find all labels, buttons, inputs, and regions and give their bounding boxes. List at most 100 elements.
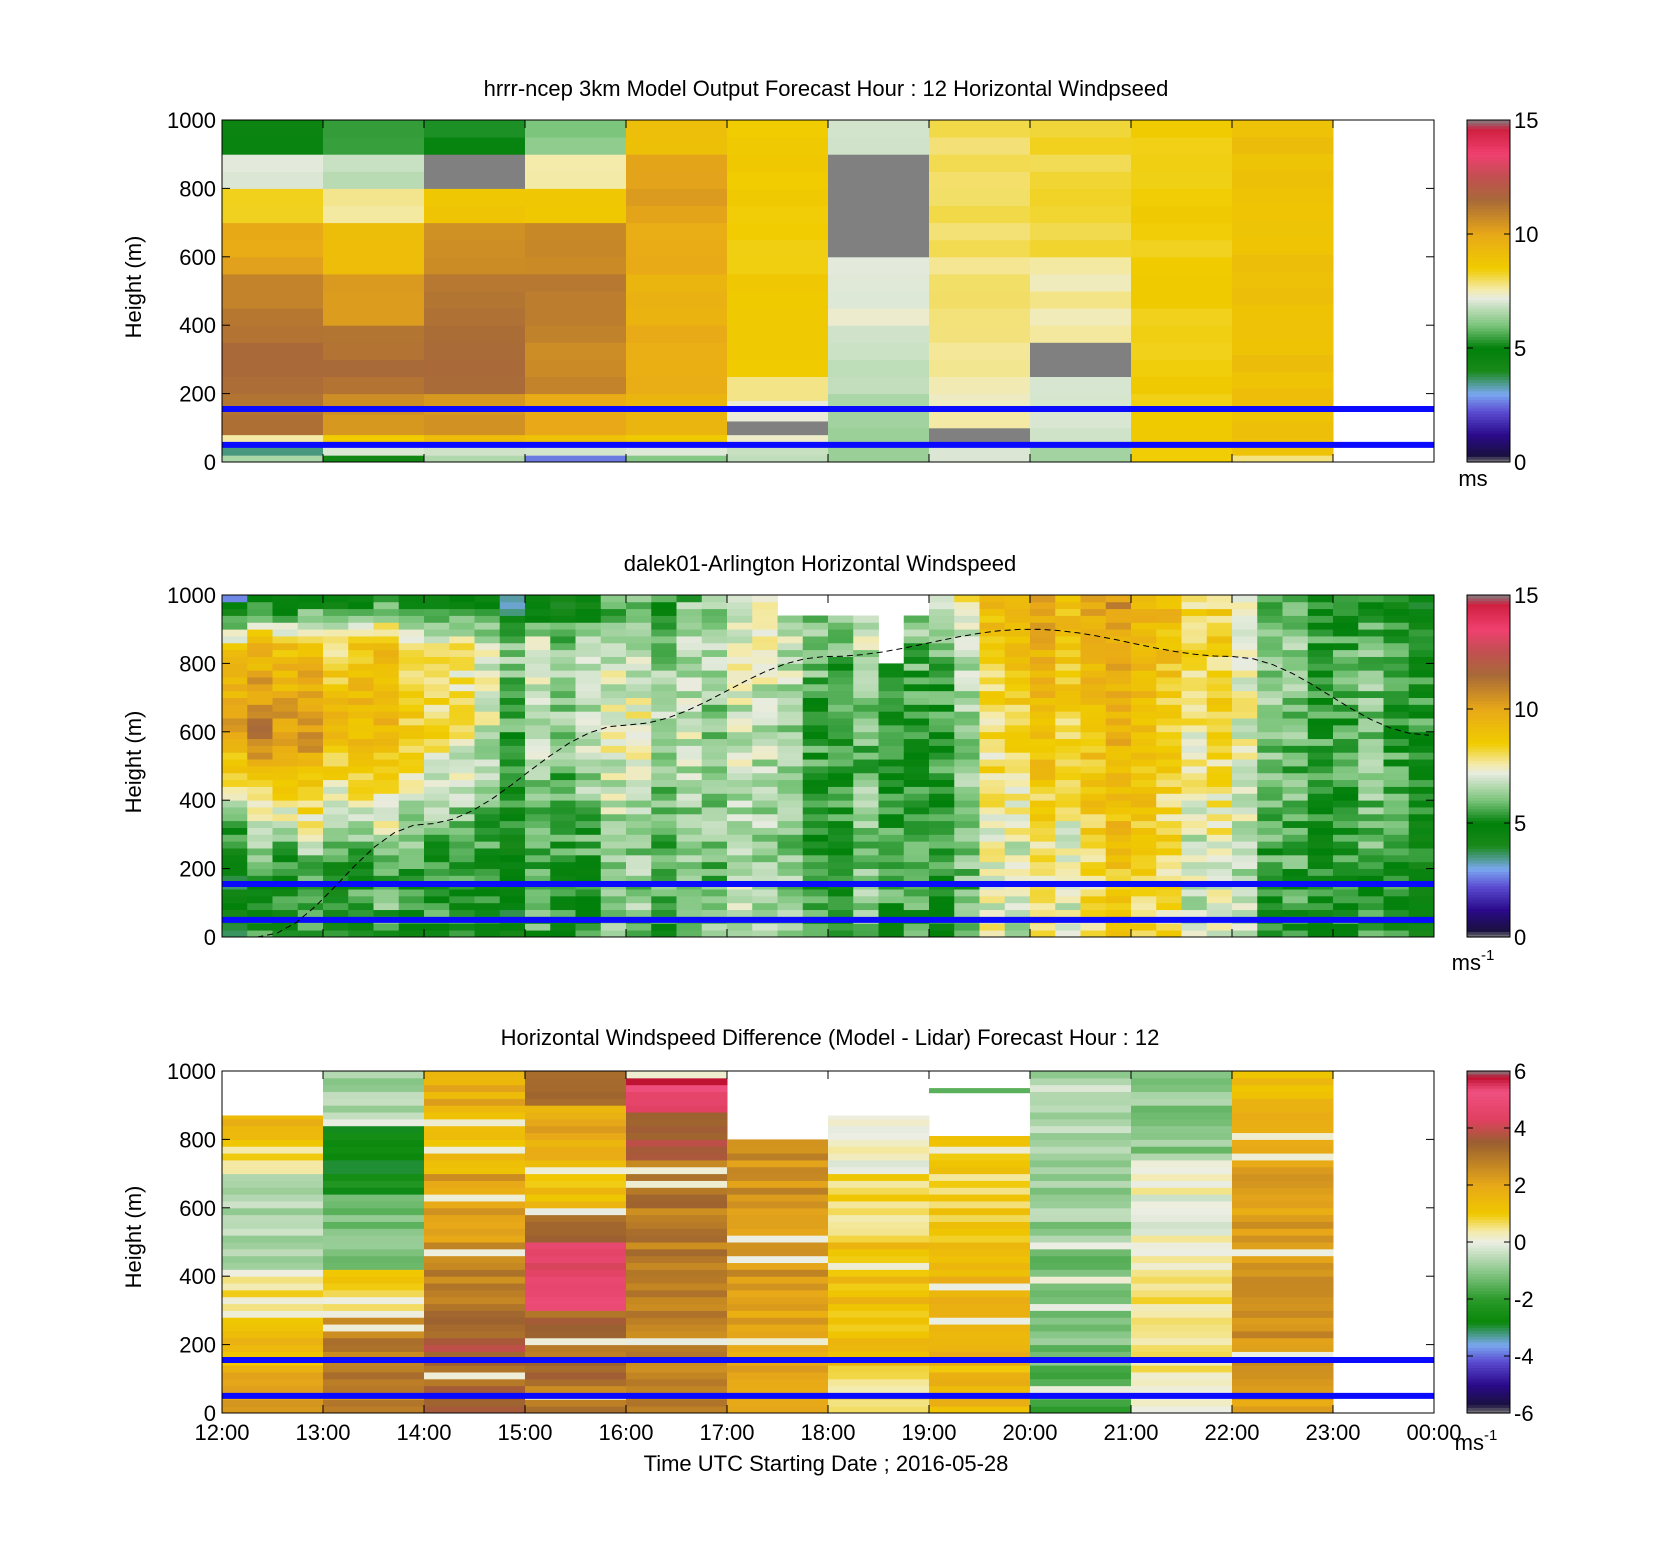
heatmap-cell	[1333, 820, 1359, 828]
heatmap-cell	[1131, 704, 1157, 712]
heatmap-cell	[1055, 902, 1081, 911]
heatmap-cell	[1232, 895, 1258, 904]
heatmap-cell	[626, 738, 652, 746]
y-tick-label: 200	[179, 857, 216, 882]
heatmap-cell	[247, 608, 273, 616]
heatmap-cell	[1333, 608, 1359, 616]
colorbar-swatch	[1467, 609, 1510, 613]
heatmap-cell	[1030, 1262, 1132, 1270]
heatmap-cell	[373, 642, 400, 651]
heatmap-cell	[1030, 1180, 1132, 1188]
heatmap-cell	[979, 779, 1006, 787]
colorbar-swatch	[1467, 851, 1510, 855]
heatmap-cell	[1232, 1187, 1334, 1195]
heatmap-cell	[929, 711, 955, 719]
heatmap-cell	[903, 745, 930, 753]
heatmap-cell	[323, 923, 349, 931]
heatmap-cell	[525, 909, 551, 917]
heatmap-cell	[1232, 371, 1334, 389]
heatmap-cell	[449, 642, 475, 651]
colorbar-swatch	[1467, 393, 1510, 398]
heatmap-cell	[878, 930, 905, 938]
heatmap-cell	[929, 820, 955, 828]
heatmap-cell	[1408, 854, 1435, 863]
heatmap-cell	[222, 1283, 324, 1291]
heatmap-cell	[1030, 1303, 1132, 1311]
heatmap-cell	[323, 1091, 425, 1099]
colorbar-swatch	[1467, 728, 1510, 733]
heatmap-cell	[903, 793, 930, 801]
heatmap-cell	[626, 444, 728, 456]
heatmap-cell	[651, 861, 677, 869]
heatmap-cell	[1408, 690, 1435, 698]
heatmap-cell	[1333, 786, 1359, 794]
heatmap-cell	[954, 793, 980, 801]
heatmap-cell	[222, 325, 324, 343]
heatmap-cell	[1156, 690, 1182, 698]
heatmap-cell	[752, 875, 778, 883]
heatmap-cell	[222, 793, 248, 801]
heatmap-cell	[878, 834, 905, 842]
heatmap-cell	[929, 813, 955, 822]
heatmap-cell	[1257, 745, 1283, 753]
heatmap-cell	[752, 902, 778, 911]
colorbar-swatch	[1467, 1296, 1510, 1300]
heatmap-cell	[525, 677, 551, 685]
heatmap-cell	[1232, 813, 1258, 822]
heatmap-cell	[222, 359, 324, 377]
heatmap-cell	[752, 656, 778, 664]
heatmap-cell	[424, 1365, 526, 1373]
heatmap-cell	[1131, 889, 1157, 897]
heatmap-cell	[474, 697, 501, 705]
colorbar-swatch	[1467, 1361, 1510, 1366]
heatmap-cell	[1030, 1330, 1132, 1339]
colorbar-swatch	[1467, 251, 1510, 255]
colorbar-swatch	[1467, 1102, 1510, 1106]
heatmap-cell	[449, 649, 475, 657]
heatmap-cell	[600, 800, 627, 808]
heatmap-cell	[424, 205, 526, 224]
colorbar-swatch	[1467, 1190, 1510, 1195]
heatmap-cell	[954, 759, 980, 767]
heatmap-cell	[1131, 820, 1157, 828]
heatmap-cell	[297, 861, 324, 869]
heatmap-cell	[1030, 1276, 1132, 1284]
heatmap-cell	[1131, 930, 1157, 938]
heatmap-cell	[1232, 779, 1258, 787]
heatmap-cell	[575, 636, 602, 644]
heatmap-cell	[1004, 834, 1031, 842]
heatmap-cell	[297, 683, 324, 692]
heatmap-cell	[600, 889, 627, 897]
heatmap-cell	[449, 807, 475, 815]
colorbar-swatch	[1467, 248, 1510, 252]
heatmap-cell	[1105, 636, 1132, 644]
heatmap-cell	[929, 427, 1031, 446]
heatmap-cell	[828, 1153, 930, 1161]
heatmap-cell	[348, 745, 374, 753]
colorbar-swatch	[1467, 888, 1510, 892]
colorbar-swatch	[1467, 179, 1510, 184]
colorbar-swatch	[1467, 1384, 1510, 1388]
heatmap-cell	[1232, 1221, 1334, 1229]
heatmap-cell	[1030, 444, 1132, 463]
heatmap-cell	[1131, 834, 1157, 842]
heatmap-cell	[828, 1324, 930, 1332]
heatmap-cell	[878, 738, 905, 746]
heatmap-cell	[1030, 923, 1056, 931]
heatmap-cell	[424, 256, 526, 275]
heatmap-cell	[600, 854, 627, 863]
heatmap-cell	[1131, 325, 1233, 343]
heatmap-cell	[1030, 325, 1132, 343]
colorbar-swatch	[1467, 1404, 1510, 1408]
heatmap-cell	[954, 772, 980, 781]
heatmap-cell	[1282, 827, 1309, 835]
heatmap-cell	[1333, 711, 1359, 719]
heatmap-cell	[424, 759, 450, 767]
heatmap-cell	[1408, 670, 1435, 678]
colorbar-swatch	[1467, 1153, 1510, 1158]
heatmap-cell	[651, 854, 677, 863]
heatmap-cell	[247, 834, 273, 842]
heatmap-cell	[828, 1262, 930, 1270]
colorbar-swatch	[1467, 305, 1510, 309]
heatmap-cell	[1156, 752, 1182, 760]
